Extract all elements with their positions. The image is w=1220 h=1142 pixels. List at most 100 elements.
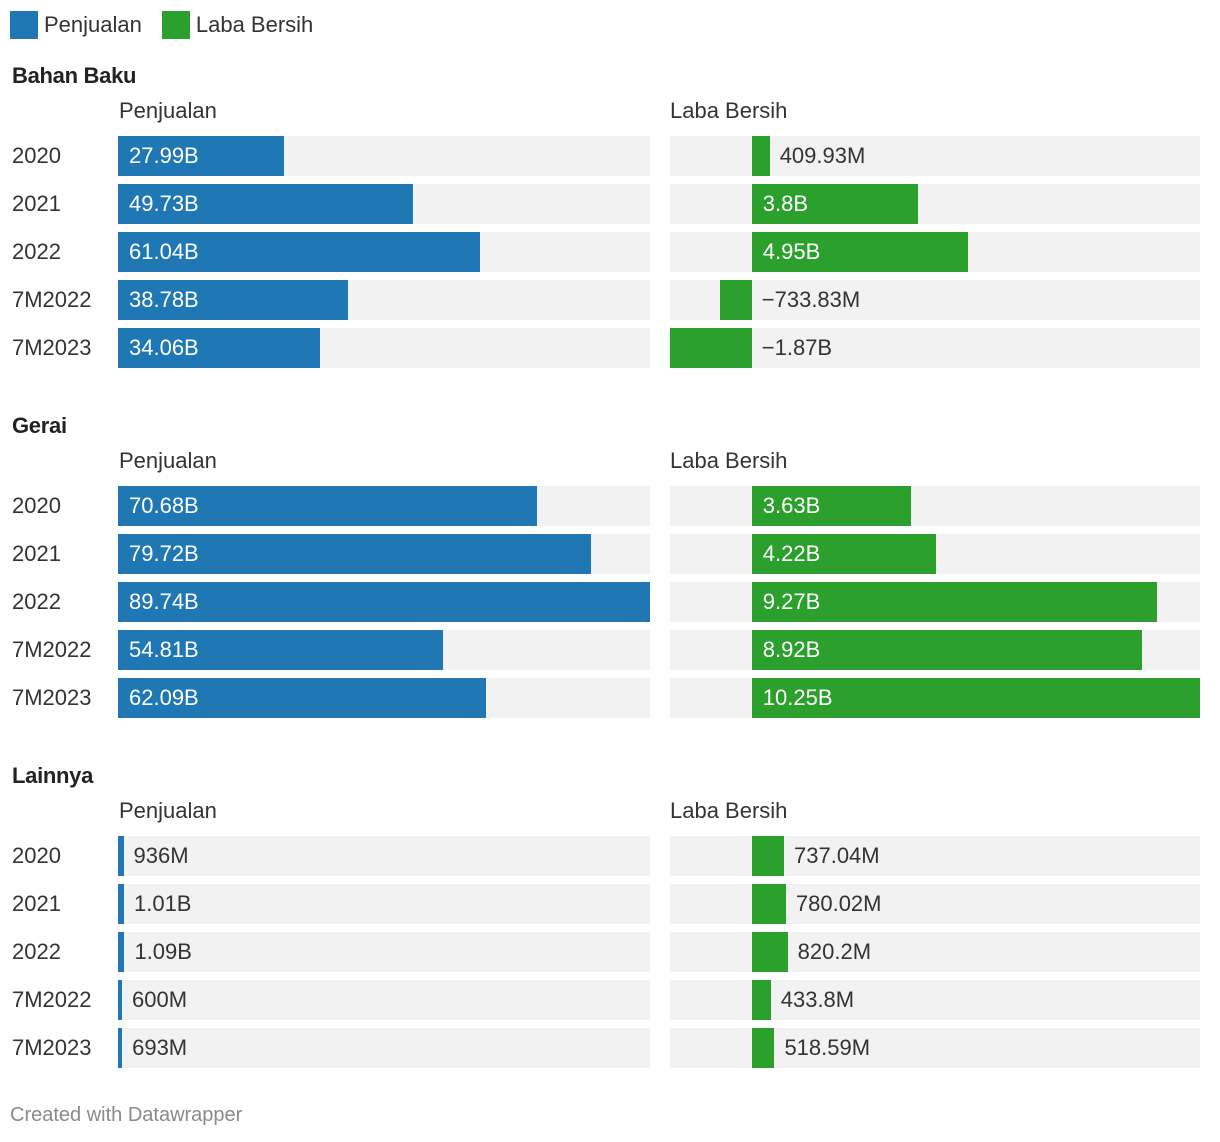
bar-penjualan bbox=[118, 836, 124, 876]
data-label-laba-bersih: 4.95B bbox=[762, 239, 821, 264]
bar-track-penjualan bbox=[118, 980, 650, 1020]
legend-swatch-laba-bersih bbox=[161, 11, 190, 39]
data-label-penjualan: 62.09B bbox=[129, 685, 199, 710]
bar-track-laba-bersih bbox=[670, 184, 1200, 224]
bar-track-penjualan bbox=[118, 884, 650, 924]
bar-track-laba-bersih bbox=[670, 932, 1200, 972]
bar-laba-bersih bbox=[751, 184, 918, 224]
row-label: 2021 bbox=[12, 541, 61, 566]
bar-laba-bersih bbox=[751, 980, 771, 1020]
data-label-penjualan: 49.73B bbox=[129, 191, 199, 216]
row-label: 7M2023 bbox=[12, 1035, 92, 1060]
bar-laba-bersih bbox=[751, 136, 770, 176]
data-label-laba-bersih: 8.92B bbox=[762, 637, 821, 662]
column-header-laba-bersih: Laba Bersih bbox=[670, 798, 788, 823]
bar-penjualan bbox=[118, 980, 122, 1020]
data-label-laba-bersih: 737.04M bbox=[794, 843, 880, 868]
table-row: 7M2023 34.06B −1.87B bbox=[0, 328, 1220, 368]
data-label-penjualan: 936M bbox=[133, 843, 189, 868]
bar-track-penjualan bbox=[118, 836, 650, 876]
bar-laba-bersih bbox=[670, 328, 752, 368]
bar-penjualan bbox=[118, 328, 320, 368]
data-label-penjualan: 693M bbox=[132, 1035, 188, 1060]
bar-laba-bersih bbox=[751, 630, 1142, 670]
table-row: 2021 49.73B 3.8B bbox=[0, 184, 1220, 224]
data-label-penjualan: 600M bbox=[132, 987, 188, 1012]
data-label-laba-bersih: 518.59M bbox=[784, 1035, 871, 1060]
legend-label-penjualan: Penjualan bbox=[44, 12, 142, 37]
bar-track-laba-bersih bbox=[670, 1028, 1200, 1068]
table-row: 2022 61.04B 4.95B bbox=[0, 232, 1220, 272]
data-label-laba-bersih: 4.22B bbox=[762, 541, 821, 566]
row-label: 2022 bbox=[12, 939, 61, 964]
row-label: 2022 bbox=[12, 589, 61, 614]
bar-penjualan bbox=[118, 582, 650, 622]
data-label-penjualan: 34.06B bbox=[129, 335, 199, 360]
data-label-penjualan: 70.68B bbox=[129, 493, 199, 518]
data-label-laba-bersih: 780.02M bbox=[795, 891, 882, 916]
bar-track-laba-bersih bbox=[670, 884, 1200, 924]
bar-laba-bersih bbox=[751, 582, 1158, 622]
row-label: 7M2022 bbox=[12, 637, 92, 662]
table-row: 7M2023 62.09B 10.25B bbox=[0, 678, 1220, 718]
legend-swatch-penjualan bbox=[10, 11, 38, 39]
bar-laba-bersih bbox=[751, 932, 788, 972]
bar-penjualan bbox=[118, 884, 124, 924]
bar-laba-bersih bbox=[751, 836, 784, 876]
bar-laba-bersih bbox=[751, 486, 911, 526]
legend-item-laba-bersih: Laba Bersih bbox=[161, 11, 314, 39]
bar-penjualan bbox=[118, 932, 125, 972]
data-label-laba-bersih: −733.83M bbox=[761, 287, 861, 312]
table-row: 7M2023 693M 518.59M bbox=[0, 1028, 1220, 1068]
row-label: 2021 bbox=[12, 891, 61, 916]
data-label-laba-bersih: −1.87B bbox=[761, 335, 833, 360]
data-label-laba-bersih: 409.93M bbox=[779, 143, 866, 168]
data-label-laba-bersih: 3.8B bbox=[762, 191, 809, 216]
table-row: 7M2022 38.78B −733.83M bbox=[0, 280, 1220, 320]
row-label: 2020 bbox=[12, 843, 61, 868]
row-label: 7M2023 bbox=[12, 335, 92, 360]
row-label: 7M2023 bbox=[12, 685, 92, 710]
panel-title: Lainnya bbox=[12, 763, 94, 788]
row-label: 2020 bbox=[12, 493, 61, 518]
bar-laba-bersih bbox=[719, 280, 752, 320]
table-row: 2022 1.09B 820.2M bbox=[0, 932, 1220, 972]
row-label: 2022 bbox=[12, 239, 61, 264]
bar-penjualan bbox=[118, 232, 480, 272]
data-label-laba-bersih: 433.8M bbox=[780, 987, 855, 1012]
bar-track-laba-bersih bbox=[670, 136, 1200, 176]
bar-penjualan bbox=[118, 1028, 123, 1068]
bar-track-penjualan bbox=[118, 932, 650, 972]
data-label-penjualan: 79.72B bbox=[129, 541, 199, 566]
bar-laba-bersih bbox=[751, 534, 937, 574]
bar-penjualan bbox=[118, 678, 487, 718]
table-row: 7M2022 600M 433.8M bbox=[0, 980, 1220, 1020]
bar-track-laba-bersih bbox=[670, 836, 1200, 876]
bar-laba-bersih bbox=[751, 1028, 775, 1068]
bar-laba-bersih bbox=[751, 232, 969, 272]
data-label-penjualan: 89.74B bbox=[129, 589, 199, 614]
bar-penjualan bbox=[118, 534, 591, 574]
table-row: 7M2022 54.81B 8.92B bbox=[0, 630, 1220, 670]
panel-lainnya: Lainnya Penjualan Laba Bersih 2020 936M 737.0… bbox=[0, 763, 1220, 1093]
column-header-laba-bersih: Laba Bersih bbox=[670, 448, 788, 473]
bar-track-laba-bersih bbox=[670, 280, 1200, 320]
column-header-laba-bersih: Laba Bersih bbox=[670, 98, 788, 123]
row-label: 7M2022 bbox=[12, 287, 92, 312]
bar-laba-bersih bbox=[751, 884, 786, 924]
row-label: 2021 bbox=[12, 191, 61, 216]
table-row: 2021 79.72B 4.22B bbox=[0, 534, 1220, 574]
table-row: 2020 27.99B 409.93M bbox=[0, 136, 1220, 176]
bar-penjualan bbox=[118, 136, 284, 176]
data-label-penjualan: 54.81B bbox=[129, 637, 199, 662]
bar-track-laba-bersih bbox=[670, 980, 1200, 1020]
legend-label-laba-bersih: Laba Bersih bbox=[195, 12, 314, 37]
table-row: 2021 1.01B 780.02M bbox=[0, 884, 1220, 924]
data-label-penjualan: 1.01B bbox=[133, 891, 192, 916]
bar-laba-bersih bbox=[751, 678, 1200, 718]
legend-item-penjualan: Penjualan bbox=[10, 11, 142, 39]
data-label-laba-bersih: 10.25B bbox=[762, 685, 833, 710]
bar-penjualan bbox=[118, 486, 537, 526]
footer-credit: Created with Datawrapper bbox=[10, 1104, 243, 1126]
panel-gerai: Gerai Penjualan Laba Bersih 2020 70.68B 3.63B… bbox=[0, 413, 1220, 743]
